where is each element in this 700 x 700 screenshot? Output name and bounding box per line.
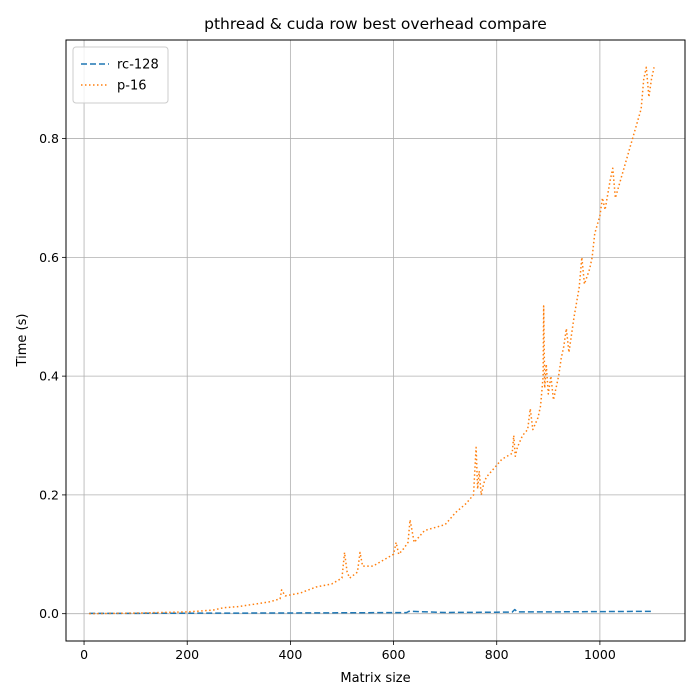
y-tick-label: 0.0 <box>39 606 59 621</box>
legend-box <box>72 46 169 104</box>
x-axis-label: Matrix size <box>340 671 410 686</box>
plot-area <box>65 39 686 642</box>
y-axis-label: Time (s) <box>15 314 30 368</box>
x-tick-label: 600 <box>382 647 406 662</box>
series-line-p-16 <box>89 66 655 615</box>
plot-background <box>66 40 685 641</box>
ticks: 0 200 400 600 800 1000 0.0 0.2 0.4 0.6 0.8 <box>39 131 616 662</box>
legend-label-rc-128: rc-128 <box>117 58 159 73</box>
chart-title: pthread & cuda row best overhead compare <box>204 15 547 33</box>
series-layer <box>89 66 655 615</box>
plot-frame <box>65 39 686 642</box>
y-tick-label: 0.8 <box>39 131 59 146</box>
x-tick-label: 800 <box>485 647 509 662</box>
grid <box>66 40 685 641</box>
x-tick-label: 200 <box>175 647 199 662</box>
y-tick-label: 0.2 <box>39 487 59 502</box>
y-tick-label: 0.4 <box>39 369 59 384</box>
x-tick-label: 400 <box>278 647 302 662</box>
legend-label-p-16: p-16 <box>117 79 147 94</box>
series-line-rc-128 <box>89 608 652 615</box>
y-tick-label: 0.6 <box>39 250 59 265</box>
legend: rc-128 p-16 <box>72 46 169 104</box>
x-tick-label: 1000 <box>584 647 616 662</box>
x-tick-label: 0 <box>80 647 88 662</box>
